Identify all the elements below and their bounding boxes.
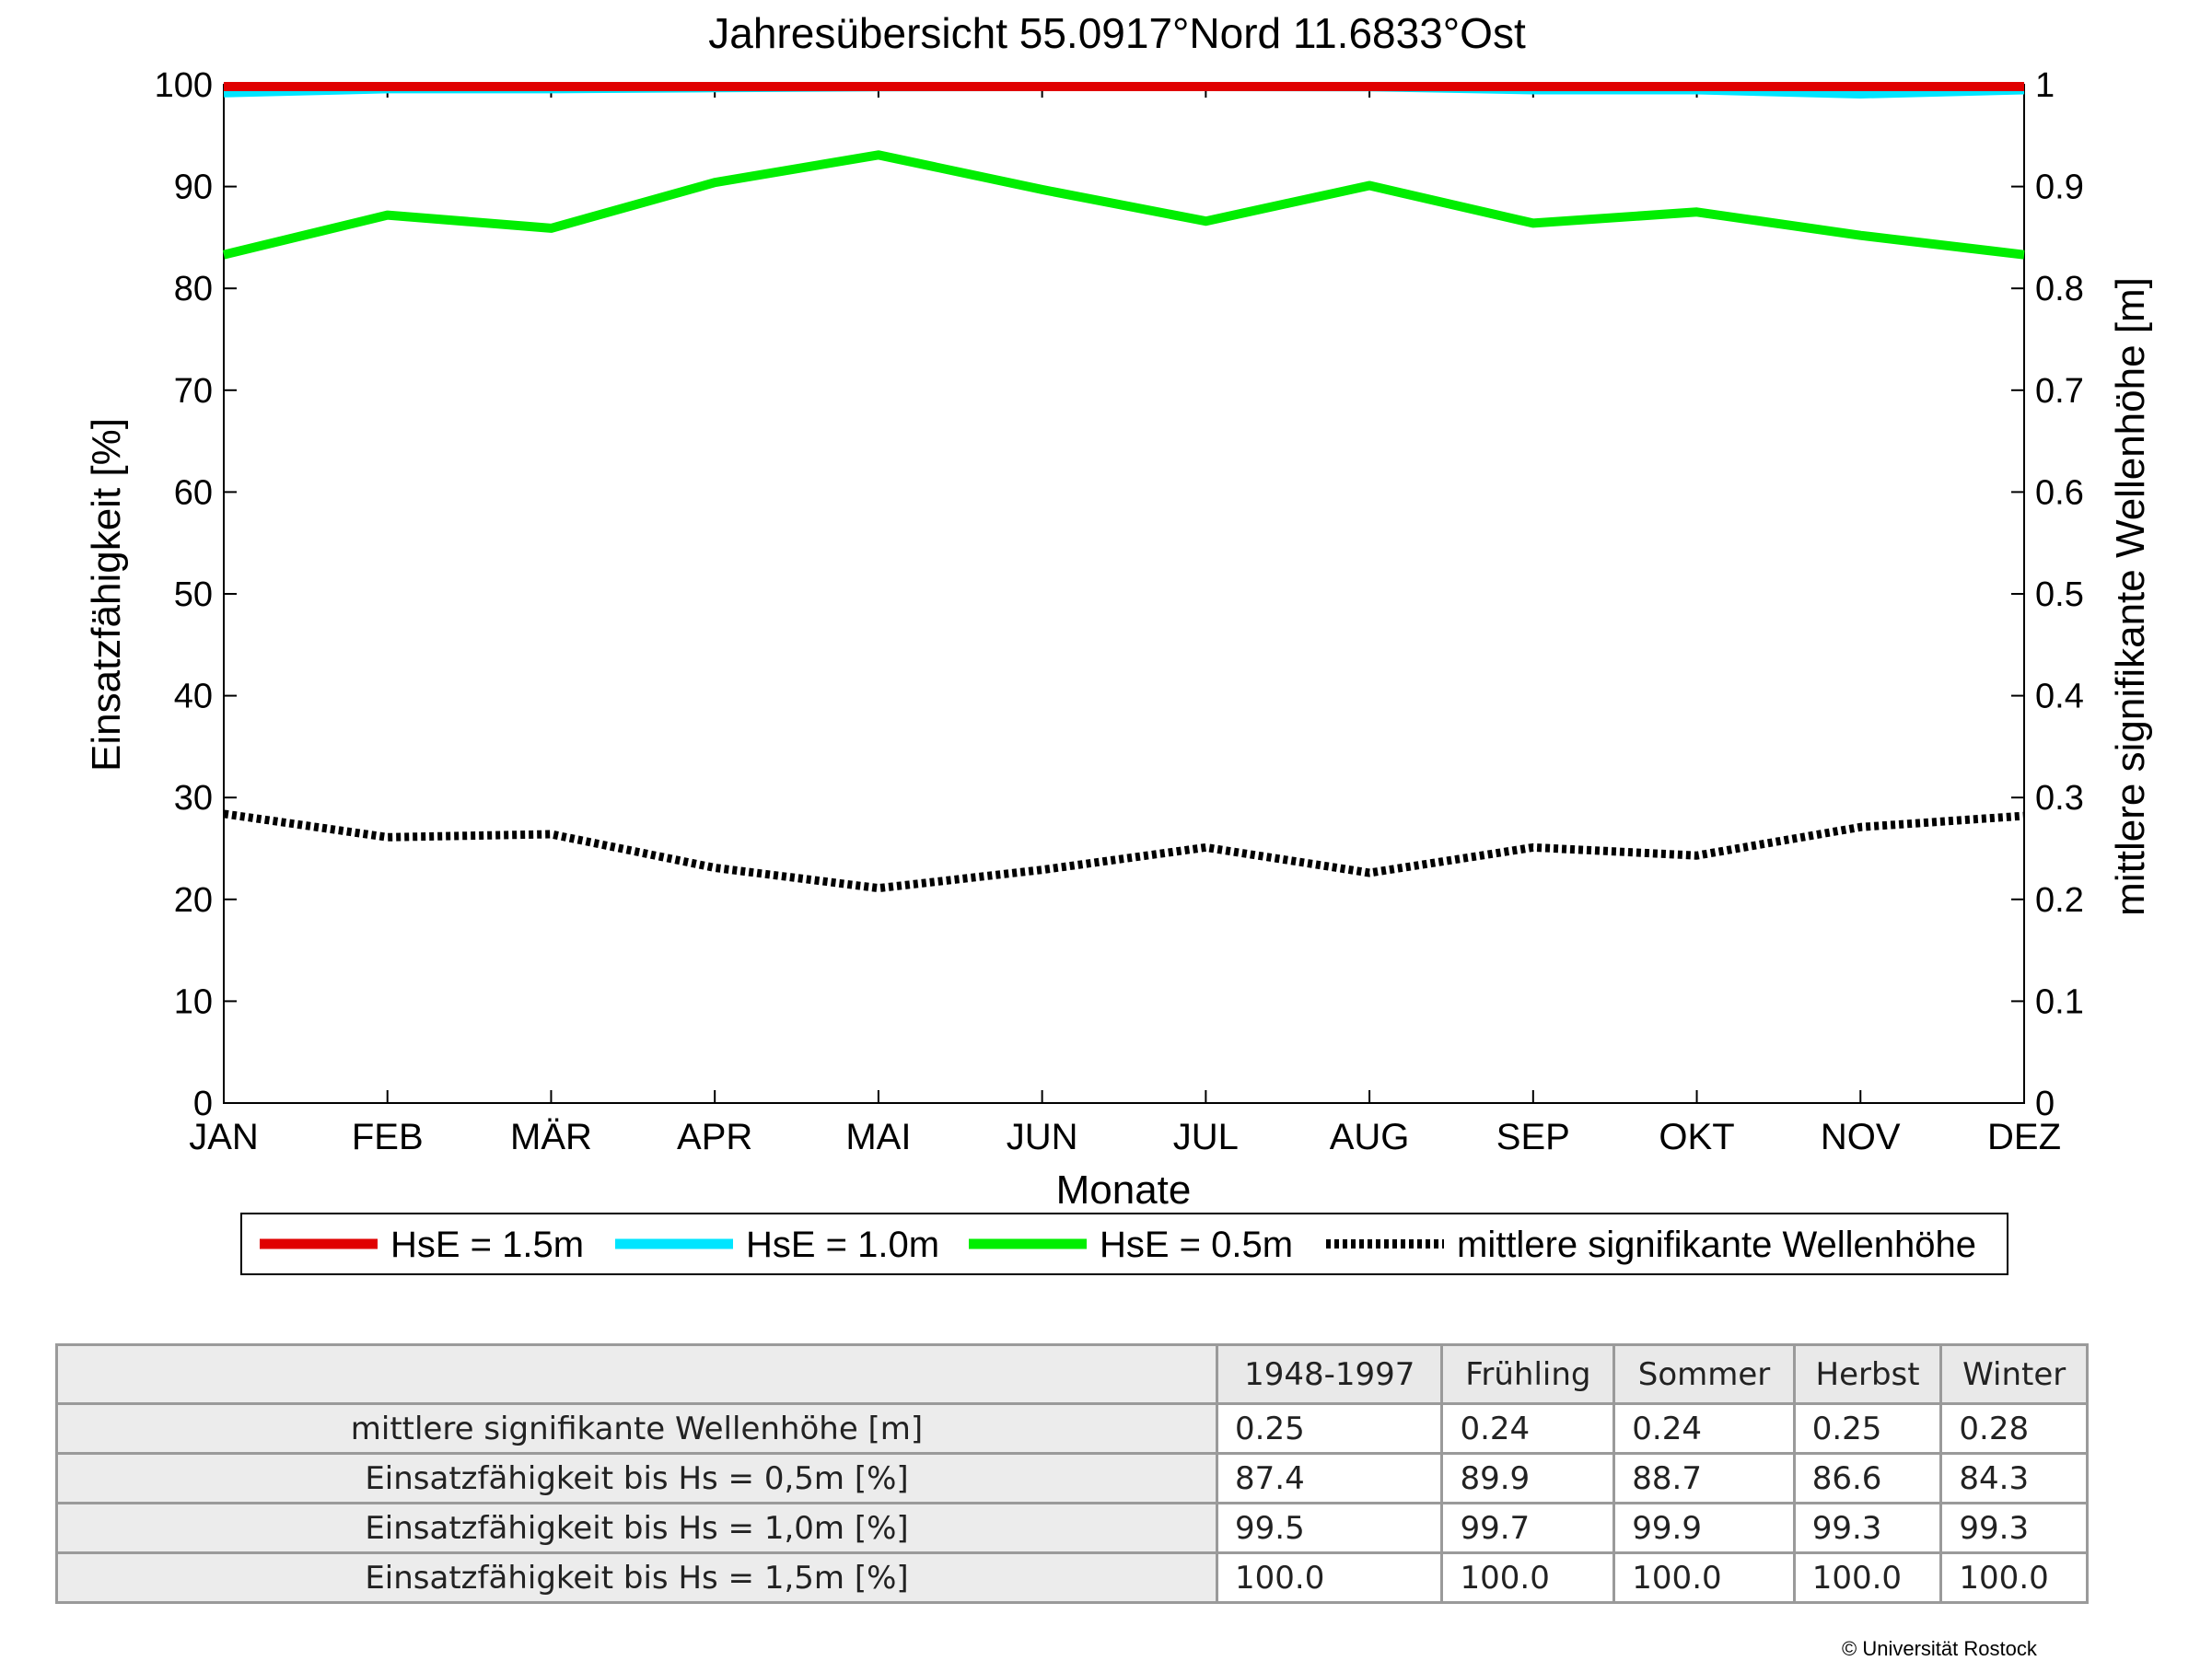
right-tick-label: 0.1 (2035, 982, 2084, 1021)
left-tick-label: 80 (174, 270, 213, 308)
table-cell: 100.0 (1792, 1551, 1943, 1604)
right-tick-label: 0 (2035, 1085, 2055, 1123)
row-label: mittlere signifikante Wellenhöhe [m] (55, 1402, 1218, 1455)
left-tick-label: 100 (155, 66, 213, 105)
left-tick-label: 0 (193, 1085, 213, 1123)
x-tick-label: APR (677, 1117, 752, 1157)
table-cell: 0.24 (1612, 1402, 1796, 1455)
legend-label: HsE = 1.5m (390, 1225, 584, 1265)
row-label: Einsatzfähigkeit bis Hs = 1,5m [%] (55, 1551, 1218, 1604)
plot-area (223, 84, 2025, 1104)
chart-title: Jahresübersicht 55.0917°Nord 11.6833°Ost (708, 9, 1526, 57)
table-cell: 100.0 (1612, 1551, 1796, 1604)
right-tick-label: 1 (2035, 66, 2055, 105)
x-tick-label: JUN (1007, 1117, 1078, 1157)
left-tick-label: 60 (174, 473, 213, 512)
right-tick-label: 0.8 (2035, 270, 2084, 308)
series-line (222, 150, 2025, 260)
x-axis-label: Monate (1056, 1167, 1192, 1213)
left-tick-label: 10 (174, 982, 213, 1021)
table-row: mittlere signifikante Wellenhöhe [m] 0.2… (55, 1402, 2089, 1455)
table-row: Einsatzfähigkeit bis Hs = 0,5m [%] 87.4 … (55, 1452, 2089, 1504)
summary-table: 1948-1997 Frühling Sommer Herbst Winter … (55, 1343, 2089, 1604)
table-row: Einsatzfähigkeit bis Hs = 1,5m [%] 100.0… (55, 1551, 2089, 1604)
right-y-axis: 0 0.1 0.2 0.3 0.4 0.5 0.6 0.7 0.8 0.9 1 (2011, 66, 2084, 1123)
series-line (223, 809, 2025, 893)
left-tick-label: 50 (174, 575, 213, 614)
left-y-axis: 0 10 20 30 40 50 60 70 80 90 100 (155, 66, 237, 1123)
right-tick-label: 0.7 (2035, 372, 2084, 411)
table-cell: 0.25 (1215, 1402, 1444, 1455)
table-cell: 0.24 (1440, 1402, 1616, 1455)
x-tick-label: MÄR (510, 1117, 592, 1157)
table-header: Winter (1939, 1343, 2089, 1405)
table-cell: 99.9 (1612, 1502, 1796, 1554)
x-tick-label: MAI (845, 1117, 911, 1157)
row-label: Einsatzfähigkeit bis Hs = 0,5m [%] (55, 1452, 1218, 1504)
table-header: Herbst (1792, 1343, 1943, 1405)
right-tick-label: 0.5 (2035, 575, 2084, 614)
legend-label: mittlere signifikante Wellenhöhe (1457, 1225, 1976, 1265)
table-cell: 99.5 (1215, 1502, 1444, 1554)
table-cell: 100.0 (1215, 1551, 1444, 1604)
table-cell: 89.9 (1440, 1452, 1616, 1504)
right-tick-label: 0.2 (2035, 881, 2084, 920)
table-cell: 0.25 (1792, 1402, 1943, 1455)
x-tick-label: JAN (189, 1117, 259, 1157)
x-tick-label: JUL (1173, 1117, 1239, 1157)
legend-label: HsE = 1.0m (746, 1225, 939, 1265)
x-tick-label: OKT (1659, 1117, 1734, 1157)
left-tick-label: 20 (174, 881, 213, 920)
x-tick-label: AUG (1330, 1117, 1410, 1157)
table-cell: 84.3 (1939, 1452, 2089, 1504)
table-header-blank (55, 1343, 1218, 1405)
x-axis: JAN FEB MÄR APR MAI JUN JUL AUG SEP OKT NOV DEZ (189, 85, 2061, 1157)
x-tick-label: NOV (1821, 1117, 1901, 1157)
y-axis-label: Einsatzfähigkeit [%] (84, 418, 129, 772)
x-tick-label: FEB (352, 1117, 424, 1157)
left-tick-label: 30 (174, 779, 213, 818)
table-header-row: 1948-1997 Frühling Sommer Herbst Winter (55, 1343, 2089, 1405)
left-tick-label: 70 (174, 372, 213, 411)
series-lines (222, 82, 2025, 893)
y2-axis-label: mittlere signifikante Wellenhöhe [m] (2108, 277, 2153, 916)
right-tick-label: 0.6 (2035, 473, 2084, 512)
left-tick-label: 90 (174, 168, 213, 207)
table-header: Sommer (1612, 1343, 1796, 1405)
x-tick-label: DEZ (1987, 1117, 2061, 1157)
legend: HsE = 1.5m HsE = 1.0m HsE = 0.5m mittlere s… (260, 1225, 1976, 1265)
table-cell: 87.4 (1215, 1452, 1444, 1504)
chart: Jahresübersicht 55.0917°Nord 11.6833°Ost… (84, 9, 2153, 1275)
table-cell: 99.3 (1792, 1502, 1943, 1554)
table-cell: 100.0 (1939, 1551, 2089, 1604)
x-tick-label: SEP (1496, 1117, 1570, 1157)
table-header: 1948-1997 (1215, 1343, 1444, 1405)
right-tick-label: 0.3 (2035, 779, 2084, 818)
table-row: Einsatzfähigkeit bis Hs = 1,0m [%] 99.5 … (55, 1502, 2089, 1554)
table-cell: 86.6 (1792, 1452, 1943, 1504)
row-label: Einsatzfähigkeit bis Hs = 1,0m [%] (55, 1502, 1218, 1554)
table-header: Frühling (1440, 1343, 1616, 1405)
table-cell: 0.28 (1939, 1402, 2089, 1455)
table-cell: 88.7 (1612, 1452, 1796, 1504)
legend-box (240, 1213, 2008, 1275)
left-tick-label: 40 (174, 678, 213, 716)
table-cell: 99.3 (1939, 1502, 2089, 1554)
right-tick-label: 0.9 (2035, 168, 2084, 207)
table-cell: 99.7 (1440, 1502, 1616, 1554)
table-cell: 100.0 (1440, 1551, 1616, 1604)
right-tick-label: 0.4 (2035, 678, 2084, 716)
copyright-notice: © Universität Rostock (1842, 1637, 2037, 1660)
legend-label: HsE = 0.5m (1100, 1225, 1293, 1265)
